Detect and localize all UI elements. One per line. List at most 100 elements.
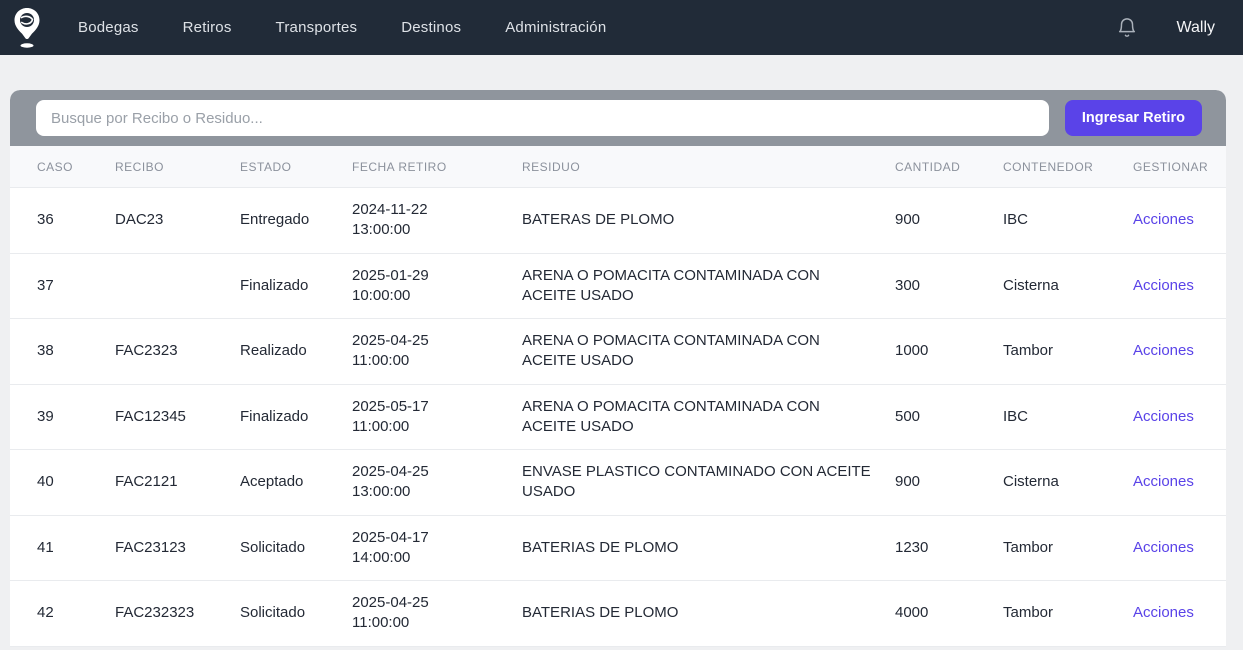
column-header-estado: ESTADO [240,146,352,188]
nav-item-retiros[interactable]: Retiros [183,19,232,36]
acciones-link[interactable]: Acciones [1133,342,1194,359]
cell-residuo: ENVASE PLASTICO CONTAMINADO CON ACEITE U… [522,450,895,516]
cell-recibo: FAC23123 [115,515,240,581]
table-header-row: CASO RECIBO ESTADO FECHA RETIRO RESIDUO … [10,146,1226,188]
residuo-text: ARENA O POMACITA CONTAMINADA CON ACEITE … [522,331,872,372]
residuo-text: ENVASE PLASTICO CONTAMINADO CON ACEITE U… [522,462,872,503]
cell-recibo: FAC12345 [115,384,240,450]
cell-fecha-retiro: 2025-04-25 13:00:00 [352,450,522,516]
cell-estado: Solicitado [240,581,352,647]
cell-fecha-retiro: 2025-01-29 10:00:00 [352,253,522,319]
column-header-residuo: RESIDUO [522,146,895,188]
cell-caso: 36 [10,188,115,254]
nav-item-administracion[interactable]: Administración [505,19,606,36]
cell-recibo: FAC2323 [115,319,240,385]
fecha-time: 14:00:00 [352,548,522,568]
acciones-link[interactable]: Acciones [1133,604,1194,621]
cell-estado: Solicitado [240,515,352,581]
cell-gestionar: Acciones [1133,384,1226,450]
cell-residuo: BATERAS DE PLOMO [522,188,895,254]
residuo-text: ARENA O POMACITA CONTAMINADA CON ACEITE … [522,397,872,438]
table-row: 41 FAC23123 Solicitado 2025-04-17 14:00:… [10,515,1226,581]
acciones-link[interactable]: Acciones [1133,211,1194,228]
acciones-link[interactable]: Acciones [1133,277,1194,294]
cell-residuo: ARENA O POMACITA CONTAMINADA CON ACEITE … [522,319,895,385]
nav-item-destinos[interactable]: Destinos [401,19,461,36]
search-toolbar: Ingresar Retiro [10,90,1226,146]
cell-residuo: ARENA O POMACITA CONTAMINADA CON ACEITE … [522,384,895,450]
cell-cantidad: 900 [895,450,1003,516]
cell-residuo: ARENA O POMACITA CONTAMINADA CON ACEITE … [522,253,895,319]
cell-contenedor: Cisterna [1003,253,1133,319]
cell-caso: 41 [10,515,115,581]
fecha-time: 13:00:00 [352,220,522,240]
user-menu[interactable]: Wally [1176,19,1215,37]
cell-estado: Finalizado [240,384,352,450]
cell-estado: Finalizado [240,253,352,319]
acciones-link[interactable]: Acciones [1133,473,1194,490]
column-header-contenedor: CONTENEDOR [1003,146,1133,188]
cell-estado: Entregado [240,188,352,254]
table-row: 36 DAC23 Entregado 2024-11-22 13:00:00 B… [10,188,1226,254]
table-row: 37 Finalizado 2025-01-29 10:00:00 ARENA … [10,253,1226,319]
search-input[interactable] [36,100,1049,136]
cell-estado: Realizado [240,319,352,385]
cell-contenedor: Tambor [1003,319,1133,385]
cell-gestionar: Acciones [1133,188,1226,254]
fecha-date: 2025-04-25 [352,462,522,482]
map-pin-icon [12,7,42,49]
cell-caso: 37 [10,253,115,319]
fecha-time: 11:00:00 [352,613,522,633]
column-header-recibo: RECIBO [115,146,240,188]
notifications-bell-icon[interactable] [1116,17,1138,39]
table-row: 39 FAC12345 Finalizado 2025-05-17 11:00:… [10,384,1226,450]
column-header-caso: CASO [10,146,115,188]
acciones-link[interactable]: Acciones [1133,408,1194,425]
nav-item-bodegas[interactable]: Bodegas [78,19,139,36]
table-row: 38 FAC2323 Realizado 2025-04-25 11:00:00… [10,319,1226,385]
nav-item-transportes[interactable]: Transportes [276,19,358,36]
residuo-text: BATERAS DE PLOMO [522,210,872,230]
cell-fecha-retiro: 2024-11-22 13:00:00 [352,188,522,254]
nav-links: Bodegas Retiros Transportes Destinos Adm… [78,19,606,36]
cell-cantidad: 300 [895,253,1003,319]
ingresar-retiro-button[interactable]: Ingresar Retiro [1065,100,1202,136]
acciones-link[interactable]: Acciones [1133,539,1194,556]
cell-gestionar: Acciones [1133,581,1226,647]
cell-gestionar: Acciones [1133,253,1226,319]
brand-logo[interactable] [12,7,42,49]
fecha-date: 2024-11-22 [352,200,522,220]
cell-gestionar: Acciones [1133,319,1226,385]
cell-fecha-retiro: 2025-04-25 11:00:00 [352,581,522,647]
table-row: 42 FAC232323 Solicitado 2025-04-25 11:00… [10,581,1226,647]
top-navbar: Bodegas Retiros Transportes Destinos Adm… [0,0,1243,55]
fecha-date: 2025-01-29 [352,266,522,286]
cell-fecha-retiro: 2025-05-17 11:00:00 [352,384,522,450]
fecha-time: 10:00:00 [352,286,522,306]
retiros-table: CASO RECIBO ESTADO FECHA RETIRO RESIDUO … [10,146,1226,647]
cell-recibo: FAC232323 [115,581,240,647]
cell-residuo: BATERIAS DE PLOMO [522,581,895,647]
residuo-text: BATERIAS DE PLOMO [522,538,872,558]
fecha-date: 2025-05-17 [352,397,522,417]
fecha-time: 11:00:00 [352,417,522,437]
cell-contenedor: Tambor [1003,515,1133,581]
column-header-cantidad: CANTIDAD [895,146,1003,188]
cell-caso: 40 [10,450,115,516]
cell-caso: 39 [10,384,115,450]
fecha-date: 2025-04-25 [352,593,522,613]
cell-fecha-retiro: 2025-04-25 11:00:00 [352,319,522,385]
table-row: 40 FAC2121 Aceptado 2025-04-25 13:00:00 … [10,450,1226,516]
fecha-time: 13:00:00 [352,482,522,502]
residuo-text: ARENA O POMACITA CONTAMINADA CON ACEITE … [522,266,872,307]
cell-gestionar: Acciones [1133,450,1226,516]
cell-contenedor: Cisterna [1003,450,1133,516]
fecha-time: 11:00:00 [352,351,522,371]
cell-cantidad: 1230 [895,515,1003,581]
retiros-card: Ingresar Retiro CASO RECIBO ESTADO FECHA… [10,90,1226,647]
residuo-text: BATERIAS DE PLOMO [522,603,872,623]
cell-cantidad: 900 [895,188,1003,254]
cell-cantidad: 1000 [895,319,1003,385]
cell-caso: 38 [10,319,115,385]
cell-contenedor: IBC [1003,188,1133,254]
